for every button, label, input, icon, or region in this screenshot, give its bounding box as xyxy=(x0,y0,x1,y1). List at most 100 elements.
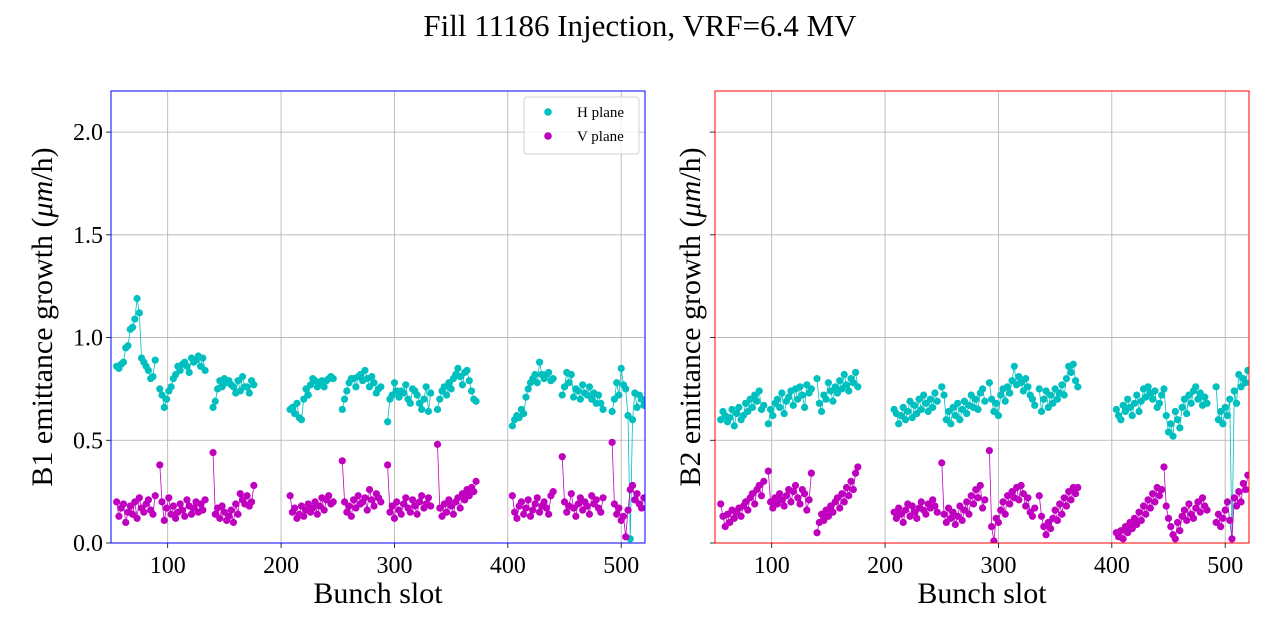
data-point xyxy=(1221,506,1229,514)
data-point xyxy=(522,504,530,512)
data-point xyxy=(162,504,171,512)
data-point xyxy=(597,399,605,407)
data-point xyxy=(929,403,937,411)
data-point xyxy=(640,401,645,409)
data-point xyxy=(1024,494,1032,502)
data-point xyxy=(1046,391,1055,399)
data-point xyxy=(1117,416,1125,424)
y-tick-label: 2.0 xyxy=(73,120,103,146)
data-point xyxy=(1187,399,1195,407)
data-point xyxy=(1223,498,1232,506)
y-tick-label: 1.5 xyxy=(73,223,103,249)
x-tick-label: 500 xyxy=(1207,553,1243,579)
data-point xyxy=(615,504,623,512)
data-point xyxy=(899,518,907,527)
data-point xyxy=(415,498,423,506)
data-point xyxy=(640,494,645,502)
data-point xyxy=(467,387,476,395)
data-point xyxy=(449,510,457,518)
data-point xyxy=(829,397,837,405)
data-point xyxy=(465,377,473,385)
data-point xyxy=(1173,416,1182,424)
data-point xyxy=(963,498,971,506)
data-point xyxy=(1144,383,1152,391)
plot-area xyxy=(113,294,645,543)
data-point xyxy=(325,492,333,500)
data-point xyxy=(1149,395,1157,403)
data-point xyxy=(413,510,421,518)
data-point xyxy=(796,500,804,508)
data-point xyxy=(531,370,539,379)
data-point xyxy=(1221,403,1229,411)
data-point xyxy=(622,533,630,541)
data-point xyxy=(470,488,478,496)
data-point xyxy=(463,366,471,375)
data-point xyxy=(291,504,299,512)
data-point xyxy=(1151,387,1159,395)
data-point xyxy=(472,477,480,485)
data-point xyxy=(347,512,355,520)
data-point xyxy=(849,485,857,494)
data-point xyxy=(931,502,939,510)
data-point xyxy=(997,391,1005,399)
data-point xyxy=(726,414,734,422)
data-point xyxy=(211,397,219,405)
data-point xyxy=(574,500,582,508)
data-point xyxy=(1173,518,1182,527)
legend-marker xyxy=(544,132,552,140)
data-point xyxy=(549,375,557,383)
data-point xyxy=(225,512,233,520)
data-point xyxy=(1062,375,1071,383)
data-point xyxy=(817,407,826,416)
data-point xyxy=(1130,399,1139,407)
data-point xyxy=(840,498,848,506)
data-point xyxy=(800,490,809,498)
data-point xyxy=(119,500,128,508)
data-point xyxy=(1164,514,1173,522)
data-point xyxy=(1037,407,1046,416)
data-point xyxy=(1128,412,1136,420)
data-point xyxy=(583,502,591,510)
data-point xyxy=(343,387,351,395)
data-point xyxy=(836,377,844,385)
data-point xyxy=(854,463,862,471)
data-point xyxy=(972,395,980,403)
data-point xyxy=(402,381,410,389)
data-point xyxy=(1135,508,1143,516)
data-point xyxy=(776,490,784,498)
data-point xyxy=(785,393,793,401)
data-point xyxy=(151,492,159,500)
data-point xyxy=(764,467,772,475)
legend: H plane V plane xyxy=(523,96,640,155)
data-point xyxy=(1160,385,1168,393)
data-point xyxy=(938,459,946,467)
data-point xyxy=(628,416,637,424)
data-point xyxy=(787,498,795,506)
data-point xyxy=(976,481,984,490)
data-point xyxy=(1071,377,1080,385)
data-point xyxy=(994,412,1003,420)
data-point xyxy=(508,492,516,500)
x-tick-label: 300 xyxy=(980,553,1016,579)
data-point xyxy=(390,514,399,522)
data-point xyxy=(791,481,800,490)
y-tick-label: 1.0 xyxy=(73,326,103,352)
data-point xyxy=(229,383,238,391)
data-point xyxy=(803,506,811,514)
data-point xyxy=(397,510,405,518)
data-point xyxy=(988,522,996,531)
data-point xyxy=(338,405,346,414)
data-point xyxy=(755,387,763,395)
data-point xyxy=(789,401,797,409)
data-point xyxy=(824,379,832,387)
data-point xyxy=(427,389,435,397)
data-point xyxy=(751,500,759,508)
data-point xyxy=(361,366,369,375)
data-point xyxy=(558,391,566,399)
data-point xyxy=(613,379,621,387)
data-point xyxy=(901,506,910,514)
data-point xyxy=(201,366,209,375)
data-point xyxy=(549,488,557,496)
data-point xyxy=(329,498,337,506)
data-point xyxy=(524,385,532,393)
